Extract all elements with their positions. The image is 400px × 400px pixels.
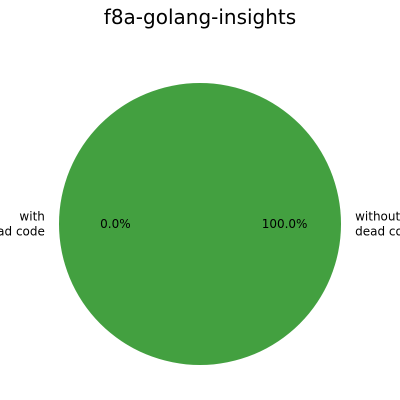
- pie-slices: [59, 83, 341, 365]
- slice-label-line: with: [19, 210, 44, 224]
- pie-slice: [59, 83, 341, 365]
- slice-percent-label: 100.0%: [262, 217, 308, 231]
- slice-label-line: dead code: [355, 225, 400, 239]
- slice-label: withdead code: [0, 210, 45, 239]
- slice-label-line: without: [355, 210, 400, 224]
- chart-title: f8a-golang-insights: [104, 5, 296, 29]
- slice-label-line: dead code: [0, 225, 45, 239]
- slice-percent-label: 0.0%: [100, 217, 131, 231]
